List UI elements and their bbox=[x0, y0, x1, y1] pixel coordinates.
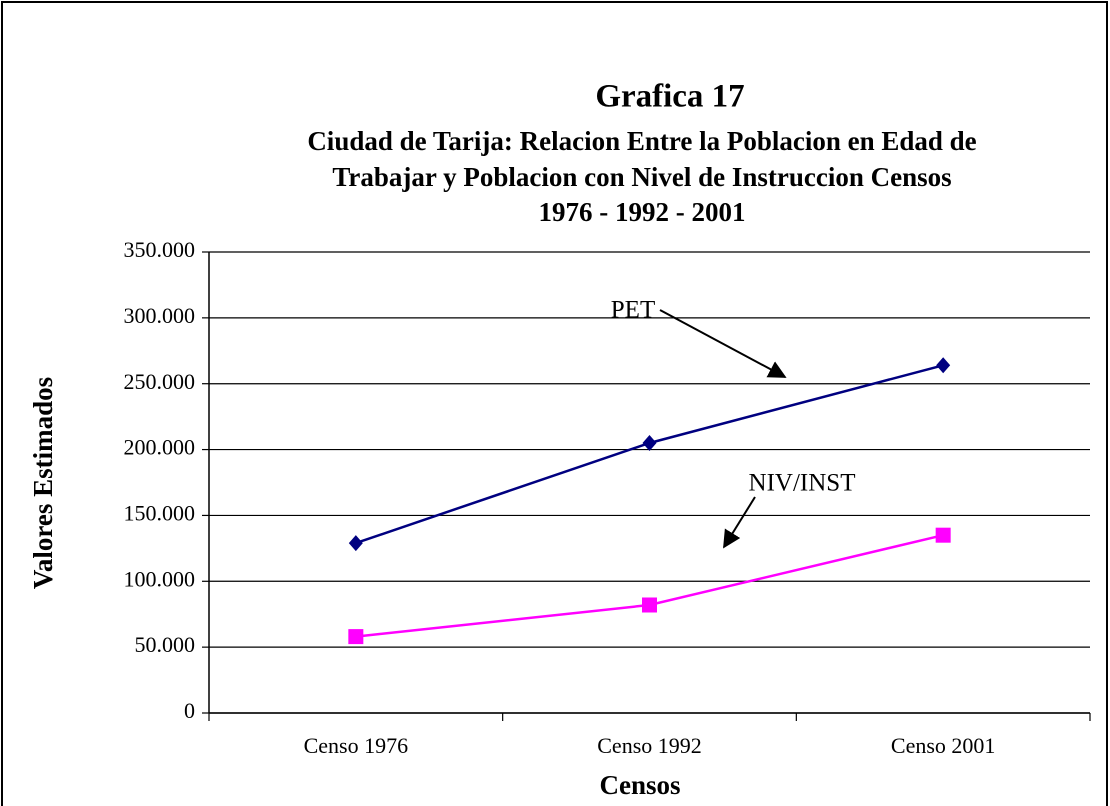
y-tick-label: 250.000 bbox=[124, 369, 196, 394]
chart-title: Grafica 17 bbox=[595, 79, 744, 115]
x-tick-label: Censo 1976 bbox=[304, 733, 409, 758]
chart-subtitle: Trabajar y Poblacion con Nivel de Instru… bbox=[332, 162, 951, 192]
annotation-arrow bbox=[723, 496, 756, 549]
x-tick-label: Censo 2001 bbox=[891, 733, 996, 758]
y-tick-label: 100.000 bbox=[124, 566, 196, 591]
marker bbox=[935, 527, 951, 543]
marker bbox=[348, 535, 363, 552]
x-axis-label: Censos bbox=[599, 770, 680, 800]
x-tick-label: Censo 1992 bbox=[597, 733, 702, 758]
y-tick-label: 0 bbox=[184, 698, 195, 723]
y-tick-label: 300.000 bbox=[124, 303, 196, 328]
marker bbox=[348, 629, 364, 645]
y-tick-label: 150.000 bbox=[124, 500, 196, 525]
y-tick-label: 350.000 bbox=[124, 237, 196, 262]
annotation: NIV/INST bbox=[749, 470, 856, 497]
y-tick-label: 50.000 bbox=[135, 632, 196, 657]
marker bbox=[642, 597, 657, 613]
y-axis-label: Valores Estimados bbox=[28, 377, 58, 589]
chart-subtitle: Ciudad de Tarija: Relacion Entre la Pobl… bbox=[307, 126, 976, 156]
chart-subtitle: 1976 - 1992 - 2001 bbox=[539, 197, 746, 227]
marker bbox=[936, 357, 951, 374]
annotation-arrow bbox=[659, 309, 787, 378]
annotation: PET bbox=[611, 297, 655, 324]
y-tick-label: 200.000 bbox=[124, 435, 196, 460]
marker bbox=[642, 434, 657, 451]
